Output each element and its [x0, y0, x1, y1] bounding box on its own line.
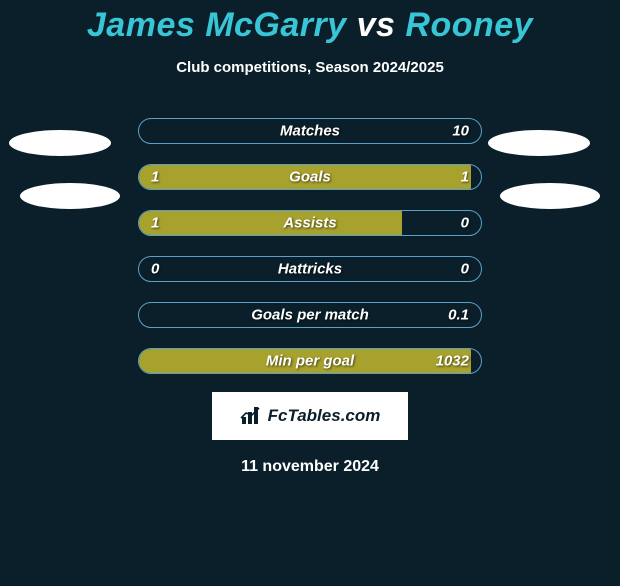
value-left: 1 — [151, 169, 159, 186]
stat-row: Assists 1 0 — [138, 210, 482, 236]
chart-icon — [240, 406, 262, 426]
value-left: 1 — [151, 215, 159, 232]
stat-label: Goals — [289, 169, 331, 186]
page-title: James McGarry vs Rooney — [0, 6, 620, 45]
value-right: 0 — [461, 215, 469, 232]
player1-name: James McGarry — [87, 6, 347, 44]
decor-ellipse — [9, 130, 111, 156]
stat-label: Matches — [280, 123, 340, 140]
vs-text: vs — [357, 6, 396, 44]
decor-ellipse — [500, 183, 600, 209]
stat-label: Goals per match — [251, 307, 369, 324]
stat-row: Goals 1 1 — [138, 164, 482, 190]
player2-name: Rooney — [405, 6, 533, 44]
value-right: 0 — [461, 261, 469, 278]
decor-ellipse — [488, 130, 590, 156]
value-right: 1 — [461, 169, 469, 186]
value-right: 0.1 — [448, 307, 469, 324]
brand-badge: FcTables.com — [212, 392, 408, 440]
stat-label: Hattricks — [278, 261, 342, 278]
brand-text: FcTables.com — [268, 406, 381, 426]
stat-label: Min per goal — [266, 353, 354, 370]
stat-row: Hattricks 0 0 — [138, 256, 482, 282]
stats-table: Matches10Goals11Assists10Hattricks00Goal… — [138, 118, 482, 374]
stat-row: Min per goal 1032 — [138, 348, 482, 374]
stat-row: Matches 10 — [138, 118, 482, 144]
subtitle: Club competitions, Season 2024/2025 — [0, 59, 620, 76]
value-left: 0 — [151, 261, 159, 278]
stat-label: Assists — [283, 215, 336, 232]
bar-left — [139, 211, 402, 235]
decor-ellipse — [20, 183, 120, 209]
value-right: 10 — [452, 123, 469, 140]
value-right: 1032 — [436, 353, 469, 370]
stat-row: Goals per match 0.1 — [138, 302, 482, 328]
date-text: 11 november 2024 — [0, 458, 620, 476]
